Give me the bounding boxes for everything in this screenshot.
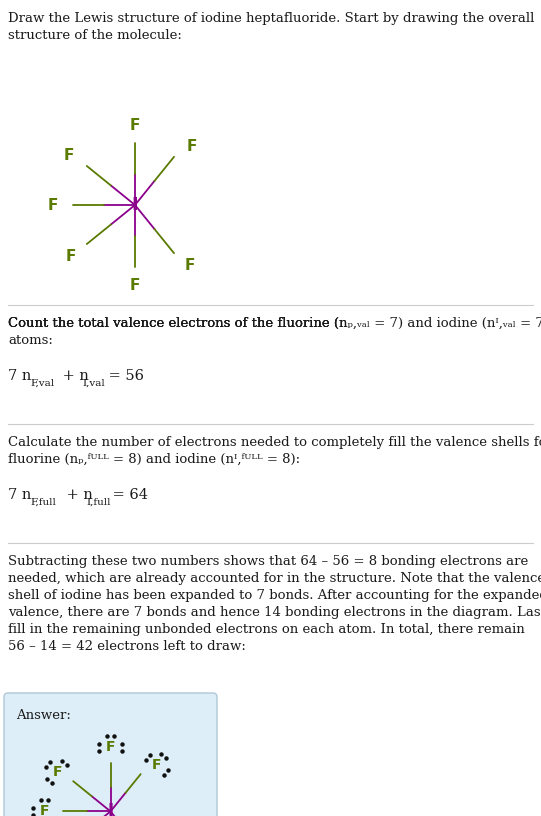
Text: + n: + n bbox=[62, 488, 93, 502]
Text: I: I bbox=[131, 196, 138, 214]
Text: Count the total valence electrons of the fluorine (nₚ,ᵥₐₗ = 7) and iodine (nᴵ,ᵥₐ: Count the total valence electrons of the… bbox=[8, 317, 541, 347]
Text: F: F bbox=[187, 140, 197, 154]
Text: 7 n: 7 n bbox=[8, 369, 31, 383]
Text: Subtracting these two numbers shows that 64 – 56 = 8 bonding electrons are
neede: Subtracting these two numbers shows that… bbox=[8, 555, 541, 653]
FancyBboxPatch shape bbox=[4, 693, 217, 816]
Text: Count the total valence electrons of the fluorine (n: Count the total valence electrons of the… bbox=[8, 317, 347, 330]
Text: F: F bbox=[185, 258, 195, 273]
Text: I: I bbox=[108, 802, 114, 816]
Text: = 64: = 64 bbox=[108, 488, 148, 502]
Text: F: F bbox=[65, 249, 76, 264]
Text: F: F bbox=[48, 197, 58, 212]
Text: F: F bbox=[39, 805, 49, 816]
Text: F,full: F,full bbox=[30, 498, 56, 507]
Text: + n: + n bbox=[58, 369, 89, 383]
Text: Count the total valence electrons of the fluorine (: Count the total valence electrons of the… bbox=[8, 317, 339, 330]
Text: I,full: I,full bbox=[86, 498, 110, 507]
Text: 7 n: 7 n bbox=[8, 488, 31, 502]
Text: F: F bbox=[130, 118, 140, 132]
Text: F: F bbox=[64, 149, 74, 163]
Text: Draw the Lewis structure of iodine heptafluoride. Start by drawing the overall
s: Draw the Lewis structure of iodine hepta… bbox=[8, 12, 535, 42]
Text: Answer:: Answer: bbox=[16, 709, 71, 722]
Text: F: F bbox=[52, 765, 62, 779]
Text: F: F bbox=[152, 758, 161, 772]
Text: F: F bbox=[105, 740, 115, 755]
Text: F: F bbox=[130, 277, 140, 292]
Text: F,val: F,val bbox=[30, 379, 54, 388]
Text: = 56: = 56 bbox=[104, 369, 144, 383]
Text: I,val: I,val bbox=[82, 379, 105, 388]
Text: Calculate the number of electrons needed to completely fill the valence shells f: Calculate the number of electrons needed… bbox=[8, 436, 541, 466]
